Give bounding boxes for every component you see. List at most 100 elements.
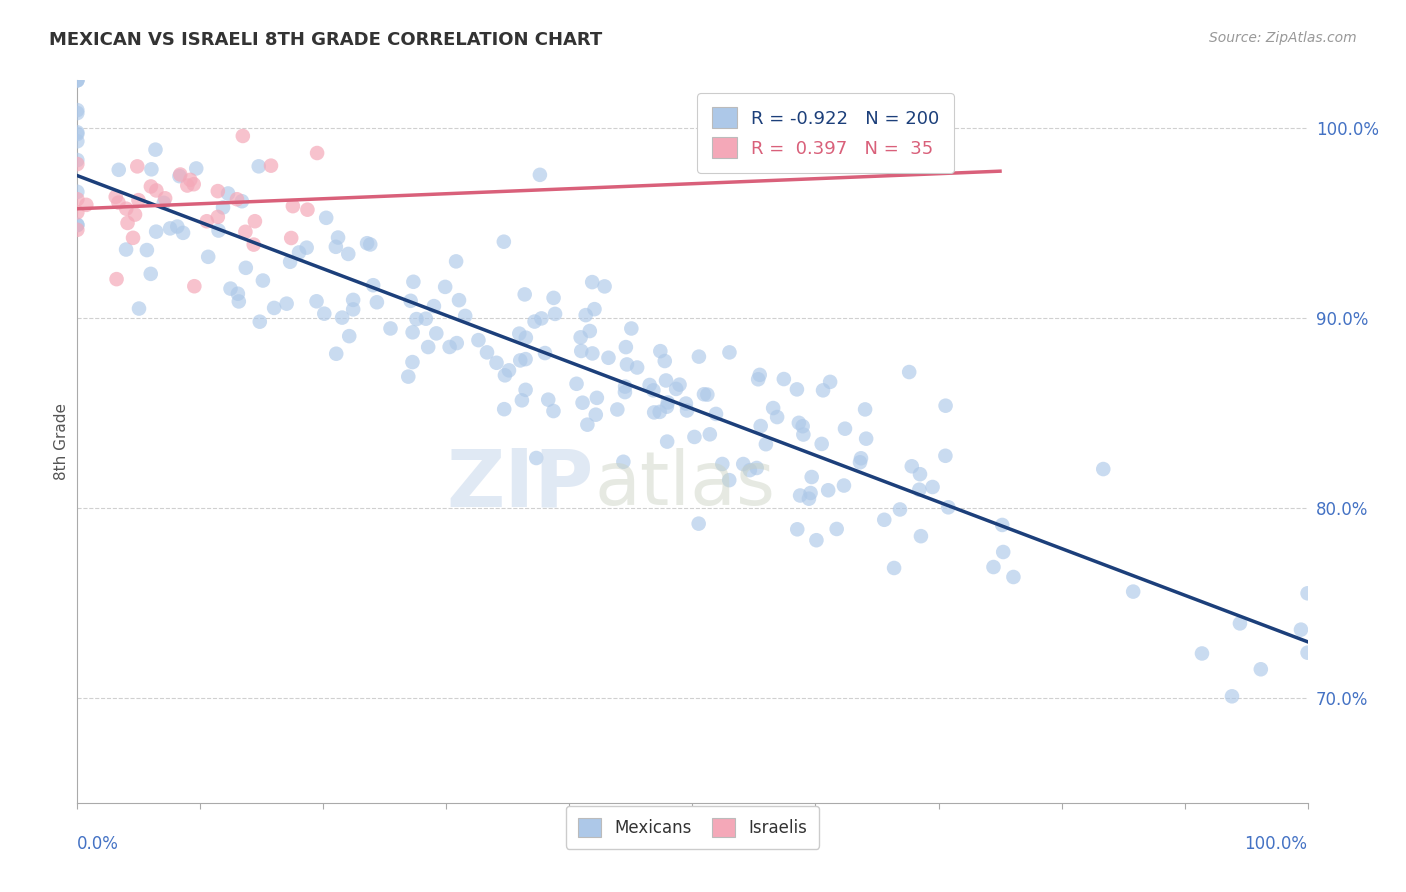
Point [638,378,661,392]
Point [66,106,89,120]
Point [748,368,770,382]
Point [66,134,89,148]
Point [288,245,311,260]
Point [66,185,89,199]
Point [578,324,600,338]
Point [183,178,205,192]
Point [197,250,219,264]
Point [786,383,808,397]
Point [675,396,697,410]
Point [718,345,741,359]
Point [494,402,516,417]
Point [657,434,679,449]
Point [447,293,470,308]
Point [207,210,229,224]
Point [614,379,637,393]
Point [485,356,508,370]
Point [226,192,249,206]
Point [733,457,755,471]
Point [127,193,149,207]
Point [614,340,637,354]
Point [337,247,360,261]
Point [598,351,620,365]
Point [1220,690,1243,704]
Point [278,254,301,268]
Point [655,374,678,388]
Text: 100.0%: 100.0% [1244,835,1308,854]
Point [585,408,607,422]
Point [152,195,174,210]
Point [235,260,257,275]
Point [530,311,553,326]
Point [934,449,956,463]
Point [921,480,943,494]
Point [792,419,814,434]
Point [498,363,520,377]
Point [217,186,239,201]
Point [806,533,828,548]
Point [235,225,257,239]
Point [356,236,378,251]
Point [159,221,181,235]
Point [66,153,89,167]
Point [711,457,734,471]
Point [797,491,820,506]
Point [575,308,598,322]
Point [849,455,872,469]
Point [139,179,162,194]
Point [425,326,447,341]
Point [314,307,336,321]
Point [762,401,785,415]
Point [616,358,638,372]
Point [145,184,167,198]
Point [139,267,162,281]
Point [583,302,606,317]
Point [745,461,768,475]
Point [66,192,89,206]
Point [117,216,139,230]
Point [834,422,856,436]
Point [401,326,423,340]
Point [898,365,921,379]
Point [226,286,249,301]
Point [263,301,285,315]
Point [586,391,609,405]
Point [492,235,515,249]
Point [792,427,814,442]
Point [643,384,665,398]
Y-axis label: 8th Grade: 8th Grade [53,403,69,480]
Point [665,382,688,396]
Point [276,296,298,310]
Point [418,340,440,354]
Point [523,314,546,328]
Point [186,161,208,176]
Point [243,214,266,228]
Point [166,219,188,234]
Point [66,125,89,139]
Point [1289,623,1312,637]
Point [1002,570,1025,584]
Point [105,272,128,286]
Point [515,383,537,397]
Point [593,279,616,293]
Point [581,346,603,360]
Point [423,299,446,313]
Point [145,143,167,157]
Point [231,194,253,209]
Point [415,311,437,326]
Point [1250,662,1272,676]
Point [183,279,205,293]
Point [127,160,149,174]
Point [124,208,146,222]
Point [657,395,679,409]
Point [115,202,138,216]
Point [513,287,536,301]
Point [543,291,565,305]
Point [613,385,636,400]
Point [232,128,254,143]
Point [66,73,89,87]
Point [693,387,716,401]
Point [749,419,772,434]
Point [107,162,129,177]
Point [704,407,727,421]
